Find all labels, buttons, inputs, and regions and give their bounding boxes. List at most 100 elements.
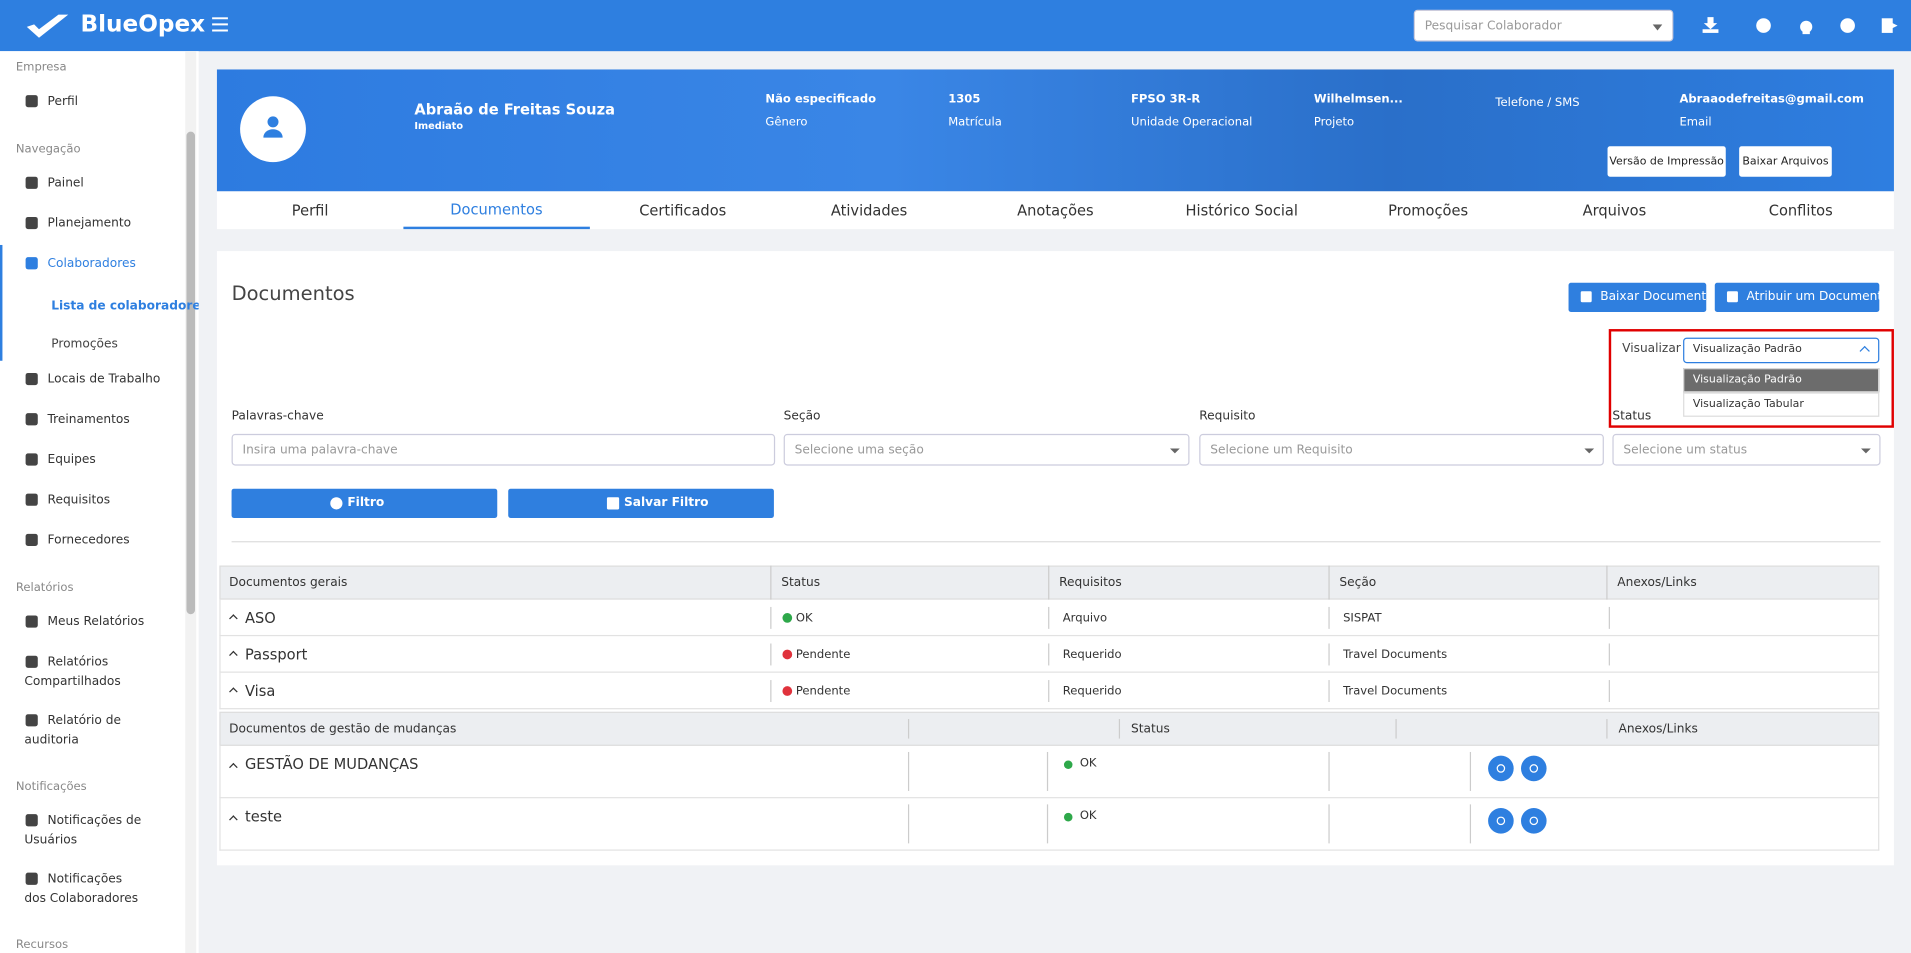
profile-banner: Abraão de Freitas Souza Imediato Não esp… — [216, 69, 1894, 192]
filter-button[interactable]: Filtro — [231, 488, 498, 518]
sidebar-item[interactable]: Fornecedores — [47, 533, 130, 548]
tab[interactable]: Conflitos — [1768, 201, 1833, 219]
header-divider — [1118, 719, 1121, 739]
tab[interactable]: Histórico Social — [1185, 201, 1298, 219]
sidebar-item[interactable]: Planejamento — [47, 216, 132, 231]
search-colaborador[interactable]: Pesquisar Colaborador — [1413, 9, 1674, 42]
top-icons[interactable] — [1701, 16, 1911, 36]
tab[interactable]: Documentos — [403, 191, 590, 230]
row-action-button[interactable] — [1488, 755, 1514, 782]
icon — [606, 497, 620, 510]
filter-input[interactable]: Selecione uma seção — [783, 433, 1190, 466]
filter-label: Status — [1612, 409, 1652, 423]
view-option[interactable]: Visualização Tabular — [1683, 392, 1880, 417]
field-value: FPSO 3R-R — [1131, 92, 1201, 107]
tab[interactable]: Anotações — [1017, 201, 1094, 219]
icon — [25, 533, 38, 546]
action-button[interactable]: Baixar Documentos — [1568, 282, 1720, 312]
caret — [1170, 448, 1180, 454]
sidebar-section-title: Notificações — [15, 780, 87, 794]
top-bar: BlueOpex Pesquisar Colaborador — [0, 0, 1911, 52]
tab[interactable]: Atividades — [830, 201, 908, 219]
sidebar-item[interactable]: Notificações dos Colaboradores — [24, 872, 139, 906]
cell-divider — [907, 804, 910, 844]
filter-label: Palavras-chave — [231, 409, 324, 423]
table-cell: Passport — [244, 645, 308, 663]
icon — [1529, 764, 1539, 773]
caret — [1861, 448, 1871, 454]
field-value: 1305 — [948, 92, 981, 107]
cell-divider — [770, 643, 772, 666]
sidebar-item[interactable]: Treinamentos — [47, 413, 130, 427]
highlight-box — [1608, 329, 1894, 428]
cell-divider — [770, 680, 772, 702]
table-row — [219, 798, 1880, 851]
banner-button[interactable]: Baixar Arquivos — [1739, 146, 1832, 177]
filter-button[interactable]: Salvar Filtro — [508, 488, 774, 518]
table-row — [219, 745, 1880, 799]
table-header: Anexos/Links — [1606, 565, 1697, 600]
table-row — [219, 599, 1880, 637]
view-select-value: Visualização Padrão — [1692, 343, 1802, 356]
sidebar-subitem[interactable]: Promoções — [51, 337, 118, 351]
table-cell: Visa — [244, 682, 276, 700]
status-dot — [1063, 760, 1073, 770]
field-value: Abraaodefreitas@gmail.com — [1679, 92, 1864, 107]
table-row — [219, 636, 1880, 673]
table-cell: teste — [244, 808, 283, 826]
table-row — [219, 672, 1880, 710]
view-option[interactable]: Visualização Padrão — [1683, 368, 1880, 393]
filter-input[interactable]: Insira uma palavra-chave — [231, 433, 776, 466]
field-value: Wilhelmsen... — [1313, 92, 1403, 107]
sidebar-item[interactable]: Relatório de auditoria — [24, 714, 122, 748]
profile-role: Imediato — [414, 120, 464, 132]
sidebar-item[interactable]: Locais de Trabalho — [47, 372, 161, 387]
banner-button[interactable]: Versão de Impressão — [1607, 146, 1726, 177]
menu-toggle[interactable] — [212, 17, 229, 32]
sidebar-item[interactable]: Meus Relatórios — [47, 615, 145, 629]
sidebar-subitem[interactable]: Lista de colaboradores — [51, 299, 199, 314]
icon — [1726, 291, 1738, 303]
cell-divider — [1608, 680, 1610, 702]
field-label: Email — [1679, 115, 1712, 130]
button-label: Filtro — [347, 496, 385, 510]
sidebar-item[interactable]: Colaboradores — [47, 257, 136, 271]
cell-divider — [1048, 643, 1050, 666]
icon — [25, 216, 38, 230]
tab[interactable]: Arquivos — [1582, 201, 1647, 219]
filter-input[interactable]: Selecione um status — [1612, 433, 1881, 466]
sidebar-item[interactable]: Relatórios Compartilhados — [24, 655, 121, 689]
icon — [25, 372, 38, 386]
sidebar-item[interactable]: Painel — [47, 176, 84, 191]
table-header: Documentos gerais — [229, 575, 348, 590]
view-select[interactable]: Visualização Padrão — [1683, 337, 1880, 364]
filter-input[interactable]: Selecione um Requisito — [1199, 433, 1604, 466]
table-header: Status — [770, 565, 820, 600]
tab[interactable]: Perfil — [291, 201, 329, 219]
sidebar-section-title: Relatórios — [15, 581, 74, 595]
cell-divider — [907, 751, 910, 791]
cell-divider — [1328, 643, 1330, 666]
row-action-button[interactable] — [1488, 808, 1514, 834]
scrollbar-track — [185, 51, 197, 953]
sidebar-item[interactable]: Equipes — [47, 453, 96, 467]
scrollbar-thumb[interactable] — [186, 131, 195, 615]
field-label: Telefone / SMS — [1495, 96, 1580, 110]
icon — [1496, 764, 1506, 773]
row-action-button[interactable] — [1521, 808, 1547, 834]
tab[interactable]: Certificados — [639, 201, 727, 219]
logo-icon — [26, 14, 69, 38]
table-cell: OK — [795, 611, 813, 625]
action-button[interactable]: Atribuir um Documento — [1714, 282, 1890, 312]
tab[interactable]: Promoções — [1388, 201, 1469, 219]
icon — [25, 493, 38, 506]
caret — [1584, 448, 1595, 454]
sidebar-item[interactable]: Notificações de Usuários — [24, 814, 142, 848]
sidebar-item[interactable]: Perfil — [47, 95, 79, 109]
row-action-button[interactable] — [1521, 755, 1547, 782]
icon — [25, 615, 38, 628]
sidebar-item[interactable]: Requisitos — [47, 493, 111, 507]
filter-label: Seção — [783, 409, 821, 423]
